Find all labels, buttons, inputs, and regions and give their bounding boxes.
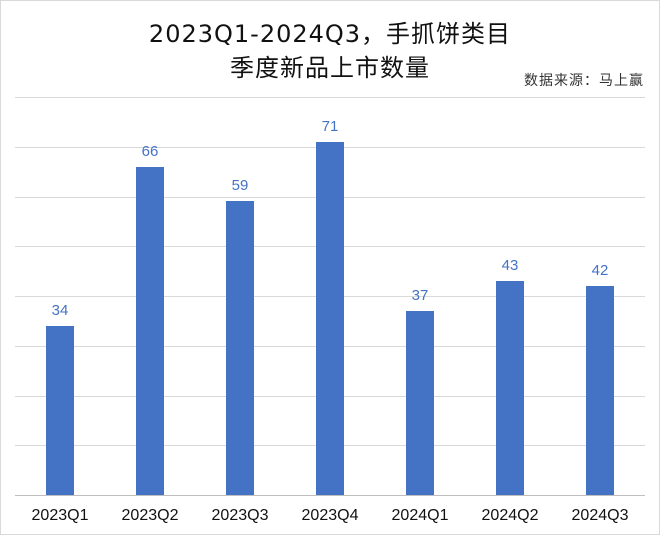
- data-label-2023Q3: 59: [231, 177, 249, 194]
- x-tick-label-2024Q3: 2024Q3: [571, 507, 629, 524]
- data-source-note: 数据来源：马上赢: [524, 73, 644, 89]
- bar-2023Q3: [226, 201, 254, 495]
- data-label-2024Q1: 37: [411, 287, 429, 304]
- x-tick-label-2024Q2: 2024Q2: [481, 507, 539, 524]
- data-label-2023Q2: 66: [141, 143, 159, 160]
- x-tick-label-2023Q4: 2023Q4: [301, 507, 359, 524]
- bar-2023Q4: [316, 142, 344, 495]
- x-tick-label-2023Q1: 2023Q1: [31, 507, 89, 524]
- gridline: [15, 97, 645, 98]
- x-tick-label-2023Q3: 2023Q3: [211, 507, 269, 524]
- x-tick-label-2024Q1: 2024Q1: [391, 507, 449, 524]
- chart-title-line-1: 2023Q1-2024Q3，手抓饼类目: [148, 20, 512, 48]
- x-axis-baseline: [15, 495, 645, 496]
- bar-2024Q2: [496, 281, 524, 495]
- data-label-2023Q4: 71: [321, 118, 339, 135]
- bar-2023Q2: [136, 167, 164, 495]
- chart-title-line-2: 季度新品上市数量: [230, 54, 430, 82]
- bar-2023Q1: [46, 326, 74, 495]
- bar-2024Q1: [406, 311, 434, 495]
- bar-2024Q3: [586, 286, 614, 495]
- data-label-2024Q2: 43: [501, 257, 519, 274]
- x-tick-label-2023Q2: 2023Q2: [121, 507, 179, 524]
- data-label-2023Q1: 34: [51, 302, 69, 319]
- data-label-2024Q3: 42: [591, 262, 609, 279]
